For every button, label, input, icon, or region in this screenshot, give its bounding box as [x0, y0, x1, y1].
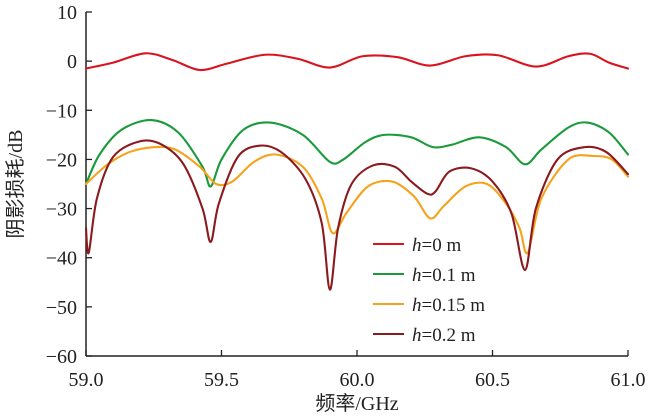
series-line-1	[84, 119, 630, 188]
legend-label-1: h=0.1 m	[412, 265, 476, 286]
x-tick-label: 60.0	[340, 369, 375, 391]
legend-label-value: =0.2 m	[422, 325, 476, 346]
legend-label-value: =0.1 m	[422, 265, 476, 286]
x-tick-label: 60.5	[475, 369, 510, 391]
x-tick-label: 59.5	[204, 369, 239, 391]
y-tick-label: −40	[46, 248, 77, 270]
y-tick-label: −10	[46, 100, 77, 122]
x-tick-label: 59.0	[69, 369, 104, 391]
legend-label-3: h=0.2 m	[412, 325, 476, 346]
legend-label-value: =0 m	[422, 235, 462, 256]
legend-label-variable: h	[412, 265, 422, 286]
y-tick-label: 0	[67, 51, 77, 73]
y-tick-label: −20	[46, 149, 77, 171]
y-axis-label: 阴影损耗/dB	[4, 130, 27, 239]
legend-label-value: =0.15 m	[422, 295, 486, 316]
y-tick-label: −30	[46, 199, 77, 221]
series-layer	[84, 52, 630, 291]
legend-label-2: h=0.15 m	[412, 295, 485, 316]
series-line-2	[84, 145, 630, 255]
series-line-0	[84, 52, 630, 72]
legend-label-variable: h	[412, 295, 422, 316]
legend-label-variable: h	[412, 235, 422, 256]
y-tick-label: −60	[46, 346, 77, 368]
series-line-3	[84, 139, 630, 291]
legend-label-variable: h	[412, 325, 422, 346]
legend-label-0: h=0 m	[412, 235, 461, 256]
y-tick-label: 10	[57, 2, 77, 24]
x-tick-label: 61.0	[611, 369, 646, 391]
y-tick-label: −50	[46, 297, 77, 319]
x-axis-label: 频率/GHz	[315, 392, 398, 415]
legend: h=0 mh=0.1 mh=0.15 mh=0.2 m	[373, 235, 485, 346]
